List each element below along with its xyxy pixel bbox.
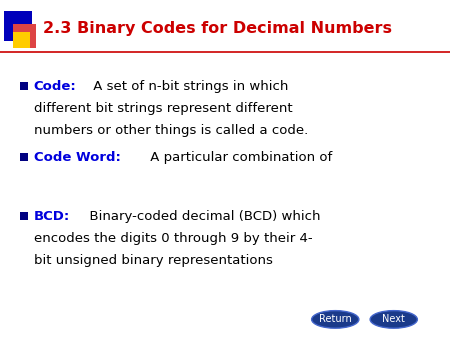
Text: numbers or other things is called a code.: numbers or other things is called a code… (34, 124, 308, 137)
FancyBboxPatch shape (13, 32, 30, 48)
Text: A set of n-bit strings in which: A set of n-bit strings in which (89, 80, 288, 93)
Text: Code Word:: Code Word: (34, 151, 121, 164)
FancyBboxPatch shape (13, 24, 36, 48)
Text: Code:: Code: (34, 80, 76, 93)
FancyBboxPatch shape (20, 212, 28, 220)
Ellipse shape (311, 311, 359, 328)
Text: Return: Return (319, 314, 351, 324)
Ellipse shape (370, 311, 418, 328)
FancyBboxPatch shape (4, 11, 32, 41)
Text: Binary-coded decimal (BCD) which: Binary-coded decimal (BCD) which (81, 210, 320, 223)
Text: bit unsigned binary representations: bit unsigned binary representations (34, 254, 273, 267)
FancyBboxPatch shape (20, 153, 28, 161)
Text: Next: Next (382, 314, 405, 324)
Text: A particular combination of: A particular combination of (146, 151, 332, 164)
Text: 2.3 Binary Codes for Decimal Numbers: 2.3 Binary Codes for Decimal Numbers (43, 21, 392, 36)
Text: encodes the digits 0 through 9 by their 4-: encodes the digits 0 through 9 by their … (34, 232, 312, 245)
Text: different bit strings represent different: different bit strings represent differen… (34, 102, 293, 115)
Text: BCD:: BCD: (34, 210, 70, 223)
FancyBboxPatch shape (20, 82, 28, 90)
